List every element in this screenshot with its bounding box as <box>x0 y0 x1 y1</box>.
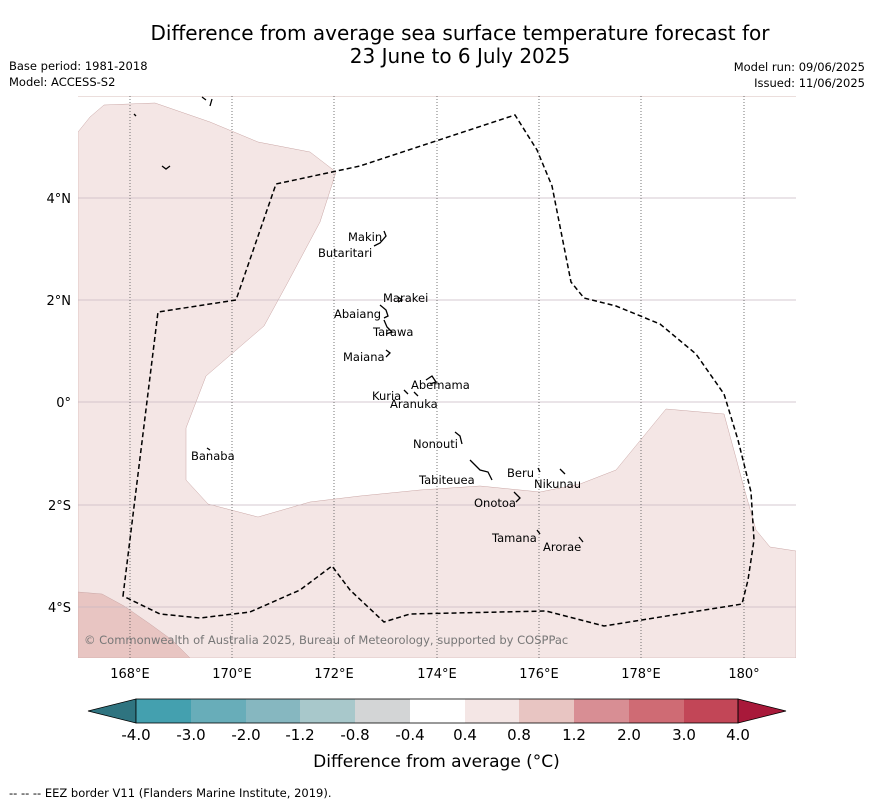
lat-label-4s: 4°S <box>48 601 71 616</box>
label-abaiang: Abaiang <box>334 307 381 321</box>
title-line-2: 23 June to 6 July 2025 <box>349 44 571 68</box>
cb-tick-6: 0.4 <box>453 726 477 744</box>
lat-label-2n: 2°N <box>47 294 72 309</box>
colorbar-cell-10 <box>684 699 738 723</box>
colorbar: -4.0 -3.0 -2.0 -1.2 -0.8 -0.4 0.4 0.8 1.… <box>87 698 787 744</box>
lon-gridlines <box>129 96 745 658</box>
colorbar-cell-7 <box>519 699 574 723</box>
lon-label-174e: 174°E <box>417 667 457 682</box>
island-tarawa <box>383 319 394 335</box>
colorbar-cell-5 <box>410 699 465 723</box>
model-name: Model: ACCESS-S2 <box>9 75 116 89</box>
cb-tick-10: 3.0 <box>672 726 696 744</box>
colorbar-frame <box>135 698 739 724</box>
colorbar-cell-0 <box>136 699 191 723</box>
island-marakei <box>397 296 404 303</box>
label-aranuka: Aranuka <box>390 397 438 411</box>
lat-label-0: 0° <box>56 396 71 411</box>
meta-left: Base period: 1981-2018 Model: ACCESS-S2 <box>9 58 148 90</box>
colorbar-cell-8 <box>574 699 629 723</box>
issued-date: Issued: 11/06/2025 <box>754 76 865 90</box>
lon-label-172e: 172°E <box>314 667 354 682</box>
cb-tick-5: -0.4 <box>395 726 424 744</box>
island-arorae <box>578 536 584 543</box>
lat-label-2s: 2°S <box>48 499 71 514</box>
island-north-2 <box>133 113 137 117</box>
eez-border <box>122 114 755 627</box>
label-tamana: Tamana <box>491 531 537 545</box>
lat-labels: 4°N 2°N 0° 2°S 4°S <box>47 192 72 616</box>
label-nikunau: Nikunau <box>534 477 581 491</box>
lat-label-4n: 4°N <box>47 192 72 207</box>
colorbar-cell-2 <box>246 699 300 723</box>
place-labels: Makin Butaritari Marakei Abaiang Tarawa … <box>191 230 581 554</box>
lon-label-168e: 168°E <box>110 667 150 682</box>
island-abaiang <box>379 304 389 319</box>
label-tarawa: Tarawa <box>372 325 413 339</box>
cb-tick-3: -1.2 <box>285 726 314 744</box>
label-butaritari: Butaritari <box>318 246 372 260</box>
label-marakei: Marakei <box>383 291 428 305</box>
anomaly-region-0.8-1.2 <box>78 591 191 658</box>
label-tabiteuea: Tabiteuea <box>418 473 475 487</box>
island-beru <box>537 467 541 473</box>
island-north-1 <box>201 96 213 107</box>
colorbar-cell-6 <box>465 699 519 723</box>
island-abemama <box>425 375 438 385</box>
island-kuria <box>403 389 419 397</box>
eez-footnote: -- -- -- EEZ border V11 (Flanders Marine… <box>9 786 332 800</box>
cb-tick-8: 1.2 <box>562 726 586 744</box>
colorbar-cell-3 <box>300 699 355 723</box>
label-maiana: Maiana <box>343 350 385 364</box>
island-onotoa <box>513 491 521 503</box>
lon-label-178e: 178°E <box>621 667 661 682</box>
cb-tick-2: -2.0 <box>231 726 260 744</box>
map-area: Makin Butaritari Marakei Abaiang Tarawa … <box>78 96 796 658</box>
colorbar-cell-1 <box>191 699 246 723</box>
chart-title: Difference from average sea surface temp… <box>0 22 873 68</box>
lon-labels: 168°E 170°E 172°E 174°E 176°E 178°E 180° <box>110 667 759 682</box>
island-makin <box>373 230 387 247</box>
cb-tick-7: 0.8 <box>507 726 531 744</box>
colorbar-cell-9 <box>629 699 684 723</box>
label-abemama: Abemama <box>411 378 470 392</box>
islands <box>133 96 584 543</box>
colorbar-arrow-left <box>87 698 137 724</box>
copyright-note: © Commonwealth of Australia 2025, Bureau… <box>84 633 568 647</box>
label-beru: Beru <box>507 466 534 480</box>
label-banaba: Banaba <box>191 449 235 463</box>
island-nikunau <box>559 468 566 475</box>
cb-tick-4: -0.8 <box>340 726 369 744</box>
model-run: Model run: 09/06/2025 <box>733 60 865 74</box>
label-makin: Makin <box>348 230 382 244</box>
island-maiana <box>385 349 391 358</box>
island-nonouti <box>454 431 463 445</box>
label-onotoa: Onotoa <box>474 496 516 510</box>
cb-tick-11: 4.0 <box>726 726 750 744</box>
label-kuria: Kuria <box>372 389 401 403</box>
island-tamana <box>536 529 541 535</box>
meta-right: Model run: 09/06/2025 Issued: 11/06/2025 <box>734 59 865 91</box>
colorbar-title: Difference from average (°C) <box>313 752 560 772</box>
lon-label-176e: 176°E <box>519 667 559 682</box>
colorbar-arrow-right <box>737 698 787 724</box>
island-tabiteuea <box>469 459 493 481</box>
colorbar-cell-4 <box>355 699 410 723</box>
island-north-3 <box>161 165 171 170</box>
base-period: Base period: 1981-2018 <box>9 59 148 73</box>
lon-label-170e: 170°E <box>212 667 252 682</box>
cb-tick-0: -4.0 <box>121 726 150 744</box>
label-nonouti: Nonouti <box>413 437 458 451</box>
cb-tick-9: 2.0 <box>617 726 641 744</box>
colorbar-tick-labels: -4.0 -3.0 -2.0 -1.2 -0.8 -0.4 0.4 0.8 1.… <box>121 726 750 744</box>
island-banaba <box>206 447 211 451</box>
title-line-1: Difference from average sea surface temp… <box>150 21 770 45</box>
lon-label-180: 180° <box>728 667 759 682</box>
label-arorae: Arorae <box>543 540 581 554</box>
cb-tick-1: -3.0 <box>176 726 205 744</box>
